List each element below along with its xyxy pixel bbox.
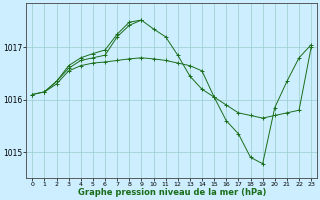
- X-axis label: Graphe pression niveau de la mer (hPa): Graphe pression niveau de la mer (hPa): [77, 188, 266, 197]
